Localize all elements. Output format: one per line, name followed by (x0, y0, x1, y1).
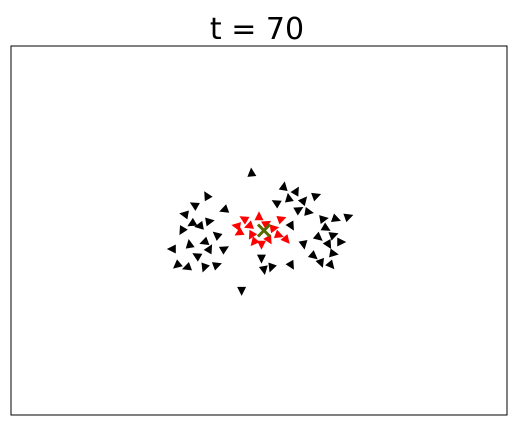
agent-marker-35 (312, 231, 323, 241)
agent-marker-9 (212, 231, 223, 241)
agent-marker-3 (219, 204, 230, 213)
agent-marker-16 (173, 259, 183, 269)
center-x-marker-stroke-1 (256, 223, 272, 238)
data-marks-layer (166, 167, 354, 296)
agent-marker-17 (182, 261, 193, 271)
agent-marker-37 (337, 237, 347, 247)
agent-marker-2 (189, 202, 200, 211)
leader-marker-6 (269, 224, 280, 234)
leader-marker-13 (280, 234, 290, 244)
agent-marker-41 (315, 257, 324, 268)
agent-marker-43 (285, 259, 294, 270)
agent-marker-19 (211, 262, 222, 271)
agent-marker-7 (205, 217, 215, 227)
agent-marker-14 (218, 246, 229, 255)
leader-series (231, 211, 290, 250)
agent-marker-45 (268, 262, 277, 273)
agent-marker-8 (179, 225, 188, 236)
chart-title: t = 70 (210, 12, 304, 47)
leader-marker-7 (273, 229, 284, 239)
agent-marker-21 (278, 181, 288, 192)
agent-marker-25 (297, 196, 308, 207)
agent-marker-1 (204, 191, 213, 202)
agent-marker-42 (325, 259, 335, 270)
agent-marker-5 (187, 217, 198, 227)
agent-marker-31 (343, 213, 354, 223)
leader-marker-5 (261, 220, 272, 230)
agent-marker-4 (179, 210, 189, 220)
agent-marker-39 (307, 250, 318, 260)
agent-marker-6 (194, 220, 204, 230)
agent-marker-28 (304, 206, 314, 216)
agent-marker-10 (199, 236, 210, 246)
agent-marker-12 (185, 239, 195, 249)
leader-marker-11 (276, 215, 287, 225)
leader-marker-2 (234, 227, 245, 236)
leader-marker-12 (231, 222, 242, 231)
agent-marker-18 (201, 262, 210, 273)
agent-marker-44 (256, 254, 266, 264)
agent-marker-29 (319, 215, 329, 225)
plot-area-frame (10, 45, 508, 416)
agent-marker-34 (328, 232, 339, 241)
agent-marker-24 (271, 200, 282, 209)
agent-marker-13 (203, 244, 213, 255)
agent-marker-20 (237, 286, 247, 296)
agent-marker-32 (285, 220, 294, 231)
agent-marker-36 (322, 238, 332, 250)
leader-marker-9 (256, 240, 266, 250)
agent-marker-23 (284, 192, 294, 203)
leader-marker-4 (254, 211, 264, 221)
agent-marker-22 (290, 186, 299, 197)
agent-marker-27 (293, 207, 304, 216)
center-marker-layer (256, 223, 272, 238)
leader-marker-0 (239, 216, 250, 225)
agent-marker-33 (320, 222, 331, 231)
leader-marker-1 (244, 220, 255, 229)
agent-marker-0 (247, 167, 257, 177)
agent-marker-15 (192, 253, 203, 262)
leader-marker-10 (250, 236, 260, 247)
agent-marker-30 (330, 213, 341, 222)
agent-marker-40 (329, 248, 339, 258)
leader-marker-3 (248, 229, 258, 240)
agent-series (166, 167, 354, 296)
agent-marker-26 (311, 192, 322, 202)
agent-marker-11 (166, 244, 176, 254)
agent-marker-38 (298, 240, 308, 250)
agent-marker-46 (258, 265, 268, 276)
